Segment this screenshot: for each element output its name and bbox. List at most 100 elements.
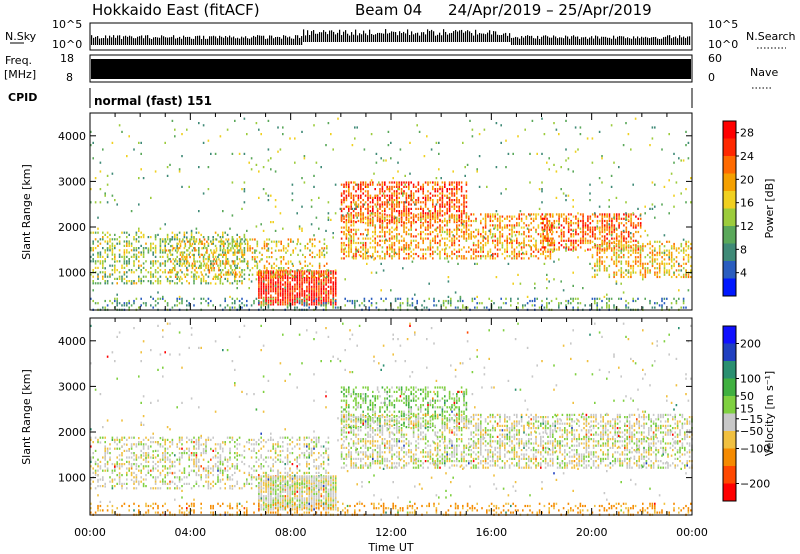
heatmap-cell (289, 292, 291, 295)
heatmap-cell (434, 219, 436, 223)
heatmap-cell (516, 252, 518, 256)
heatmap-cell (318, 290, 320, 293)
heatmap-cell (301, 177, 303, 180)
heatmap-cell (376, 194, 379, 197)
heatmap-cell (296, 292, 299, 295)
heatmap-cell (362, 257, 364, 260)
heatmap-cell (246, 242, 249, 245)
heatmap-cell (379, 192, 381, 195)
heatmap-cell (598, 264, 601, 268)
heatmap-cell (109, 299, 111, 303)
heatmap-cell (579, 213, 582, 216)
heatmap-cell (298, 299, 301, 303)
heatmap-cell (384, 213, 386, 216)
heatmap-cell (231, 238, 234, 241)
heatmap-cell (630, 271, 632, 274)
heatmap-cell (262, 229, 265, 232)
heatmap-cell (574, 297, 577, 300)
noise-sample (613, 35, 615, 45)
heatmap-cell (214, 273, 217, 276)
heatmap-cell (547, 219, 549, 223)
heatmap-cell (315, 279, 318, 282)
heatmap-cell (362, 244, 364, 247)
heatmap-cell (513, 257, 516, 260)
heatmap-cell (343, 199, 345, 202)
heatmap-cell (291, 285, 294, 288)
freq-label-2: [MHz] (4, 68, 36, 81)
heatmap-cell (405, 205, 408, 208)
heatmap-cell (460, 257, 463, 260)
heatmap-cell (546, 297, 548, 300)
heatmap-cell (202, 264, 205, 267)
heatmap-cell (343, 196, 345, 199)
heatmap-cell (518, 222, 520, 225)
heatmap-cell (399, 306, 402, 309)
heatmap-cell (205, 266, 207, 269)
heatmap-cell (381, 224, 384, 227)
noise-sample (261, 35, 263, 45)
heatmap-cell (195, 277, 198, 280)
heatmap-cell (195, 231, 198, 234)
heatmap-cell (270, 297, 272, 300)
noise-sample (357, 35, 359, 42)
heatmap-cell (166, 304, 169, 307)
heatmap-cell (219, 240, 222, 243)
heatmap-cell (238, 249, 241, 252)
heatmap-cell (263, 242, 266, 245)
heatmap-cell (670, 256, 673, 259)
heatmap-cell (352, 257, 355, 260)
heatmap-cell (109, 275, 111, 278)
heatmap-cell (685, 262, 687, 265)
heatmap-cell (463, 224, 465, 227)
heatmap-cell (486, 306, 488, 309)
noise-sample (367, 35, 369, 42)
heatmap-cell (258, 281, 260, 284)
heatmap-cell (577, 222, 580, 225)
heatmap-cell (518, 244, 520, 247)
heatmap-cell (145, 304, 147, 307)
heatmap-cell (532, 213, 535, 216)
heatmap-cell (601, 219, 604, 223)
heatmap-cell (465, 233, 468, 236)
heatmap-cell (178, 277, 181, 280)
heatmap-cell (418, 130, 421, 133)
heatmap-cell (260, 290, 263, 293)
heatmap-cell (367, 215, 369, 218)
heatmap-cell (104, 258, 106, 261)
heatmap-cell (552, 215, 554, 218)
heatmap-cell (591, 230, 594, 234)
noise-sample (657, 38, 659, 45)
heatmap-cell (460, 235, 463, 238)
heatmap-cell (463, 201, 465, 204)
heatmap-cell (367, 257, 369, 260)
heatmap-cell (476, 302, 478, 305)
heatmap-cell (334, 303, 337, 306)
heatmap-cell (128, 258, 130, 261)
heatmap-cell (444, 213, 446, 216)
heatmap-cell (208, 253, 211, 256)
heatmap-cell (472, 219, 475, 223)
heatmap-cell (456, 257, 458, 260)
heatmap-cell (534, 287, 536, 290)
heatmap-cell (260, 279, 263, 282)
noise-sample (551, 37, 553, 45)
heatmap-cell (354, 137, 356, 140)
heatmap-cell (99, 242, 102, 245)
heatmap-cell (345, 218, 348, 221)
heatmap-cell (603, 213, 606, 216)
heatmap-cell (94, 231, 97, 234)
heatmap-cell (603, 249, 606, 252)
heatmap-cell (489, 213, 492, 216)
noise-sample (503, 33, 505, 42)
heatmap-cell (318, 282, 320, 285)
heatmap-cell (231, 302, 234, 305)
heatmap-cell (294, 303, 296, 306)
heatmap-cell (355, 194, 357, 197)
heatmap-cell (351, 299, 354, 303)
heatmap-cell (456, 185, 458, 188)
heatmap-cell (589, 239, 592, 242)
heatmap-cell (639, 222, 642, 225)
heatmap-cell (627, 264, 630, 268)
heatmap-cell (654, 258, 656, 261)
heatmap-cell (255, 249, 258, 252)
